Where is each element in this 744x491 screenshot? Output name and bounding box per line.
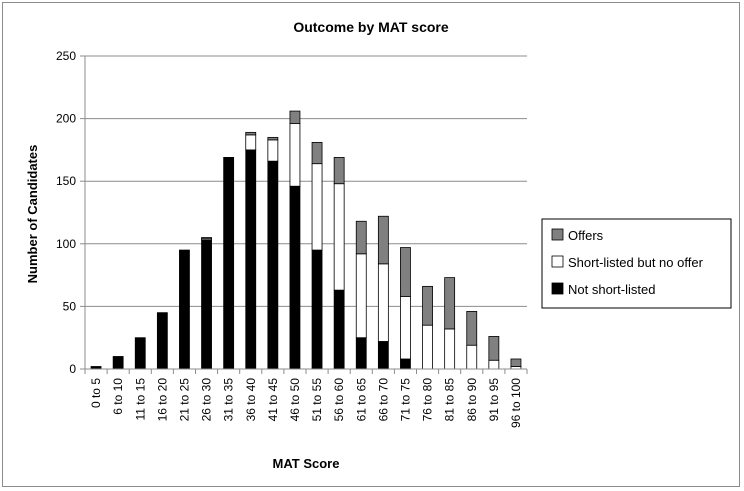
chart-title: Outcome by MAT score xyxy=(293,19,449,35)
gridlines xyxy=(85,55,527,307)
bar-segment xyxy=(134,337,146,370)
bar-segment xyxy=(311,249,323,370)
bar-segment xyxy=(355,253,367,339)
y-tick-label: 200 xyxy=(56,112,76,126)
x-tick-label: 46 to 50 xyxy=(288,378,302,422)
bar-segment xyxy=(377,215,389,265)
y-tick-label: 150 xyxy=(56,174,76,188)
x-tick-label: 41 to 45 xyxy=(266,378,280,422)
bar-segment xyxy=(201,237,212,240)
bar-segment xyxy=(223,157,235,370)
bar-segment xyxy=(355,337,367,370)
y-axis-title: Number of Candidates xyxy=(25,145,40,284)
bar-segment xyxy=(201,239,212,370)
bar-segment xyxy=(466,311,478,346)
bar-segment xyxy=(333,157,345,185)
y-tick-label: 50 xyxy=(63,299,77,313)
x-tick-label: 66 to 70 xyxy=(376,378,390,422)
bar-segment xyxy=(267,160,279,370)
x-tick-label: 61 to 65 xyxy=(354,378,368,422)
axes xyxy=(80,55,528,374)
x-axis-title: MAT Score xyxy=(273,456,340,471)
legend-label: Short-listed but no offer xyxy=(568,255,704,270)
x-tick-label: 11 to 15 xyxy=(133,378,147,421)
bar-segment xyxy=(333,289,345,370)
bar-segment xyxy=(311,141,323,165)
bar-segment xyxy=(400,247,411,297)
bar-segment xyxy=(466,344,478,370)
x-tick-label: 86 to 90 xyxy=(465,378,479,422)
y-tick-labels: 0 50 100 150 200 250 xyxy=(56,49,76,376)
legend: Offers Short-listed but no offer Not short… xyxy=(541,218,732,309)
legend-swatch xyxy=(551,228,564,241)
bar-segment xyxy=(400,295,411,360)
bars xyxy=(90,110,522,370)
x-tick-label: 6 to 10 xyxy=(111,378,125,415)
x-tick-labels: 0 to 5 6 to 10 11 to 15 16 to 20 21 to 25 26 … xyxy=(89,378,523,428)
bar-segment xyxy=(245,149,257,370)
bar-segment xyxy=(179,249,190,370)
legend-label: Not short-listed xyxy=(568,282,655,297)
bar-segment xyxy=(289,185,301,370)
bar-segment xyxy=(355,220,367,255)
bar-segment xyxy=(311,163,323,251)
x-tick-label: 91 to 95 xyxy=(487,378,501,422)
bar-segment xyxy=(488,336,500,361)
y-tick-label: 100 xyxy=(56,237,76,251)
x-tick-label: 81 to 85 xyxy=(443,378,457,422)
bar-segment xyxy=(377,341,389,370)
x-tick-label: 76 to 80 xyxy=(421,378,435,422)
y-tick-label: 0 xyxy=(69,362,76,376)
legend-swatch xyxy=(551,282,564,295)
legend-label: Offers xyxy=(568,228,604,243)
x-tick-label: 71 to 75 xyxy=(398,378,412,422)
x-tick-label: 21 to 25 xyxy=(177,378,191,422)
bar-segment xyxy=(245,131,257,136)
x-tick-label: 51 to 55 xyxy=(310,378,324,422)
x-tick-label: 56 to 60 xyxy=(332,378,346,422)
x-tick-label: 96 to 100 xyxy=(509,378,523,428)
bar-segment xyxy=(444,328,456,370)
bar-segment xyxy=(422,285,433,326)
x-tick-label: 0 to 5 xyxy=(89,378,103,408)
legend-swatch xyxy=(551,255,564,268)
bar-segment xyxy=(267,139,279,162)
bar-segment xyxy=(289,110,301,125)
bar-segment xyxy=(333,183,345,291)
x-tick-label: 26 to 30 xyxy=(200,378,214,422)
bar-segment xyxy=(245,134,257,151)
bar-segment xyxy=(112,356,124,370)
bar-segment xyxy=(400,358,411,370)
x-tick-label: 16 to 20 xyxy=(155,378,169,422)
legend-box xyxy=(541,218,732,309)
bar-segment xyxy=(289,123,301,187)
bar-segment xyxy=(267,136,279,141)
x-tick-label: 31 to 35 xyxy=(222,378,236,422)
bar-segment xyxy=(156,312,168,370)
bar-segment xyxy=(488,359,500,370)
x-tick-label: 36 to 40 xyxy=(244,378,258,422)
bar-segment xyxy=(444,277,456,330)
bar-segment xyxy=(377,263,389,342)
bar-segment xyxy=(510,358,522,367)
bar-segment xyxy=(422,324,433,370)
y-tick-label: 250 xyxy=(56,49,76,63)
